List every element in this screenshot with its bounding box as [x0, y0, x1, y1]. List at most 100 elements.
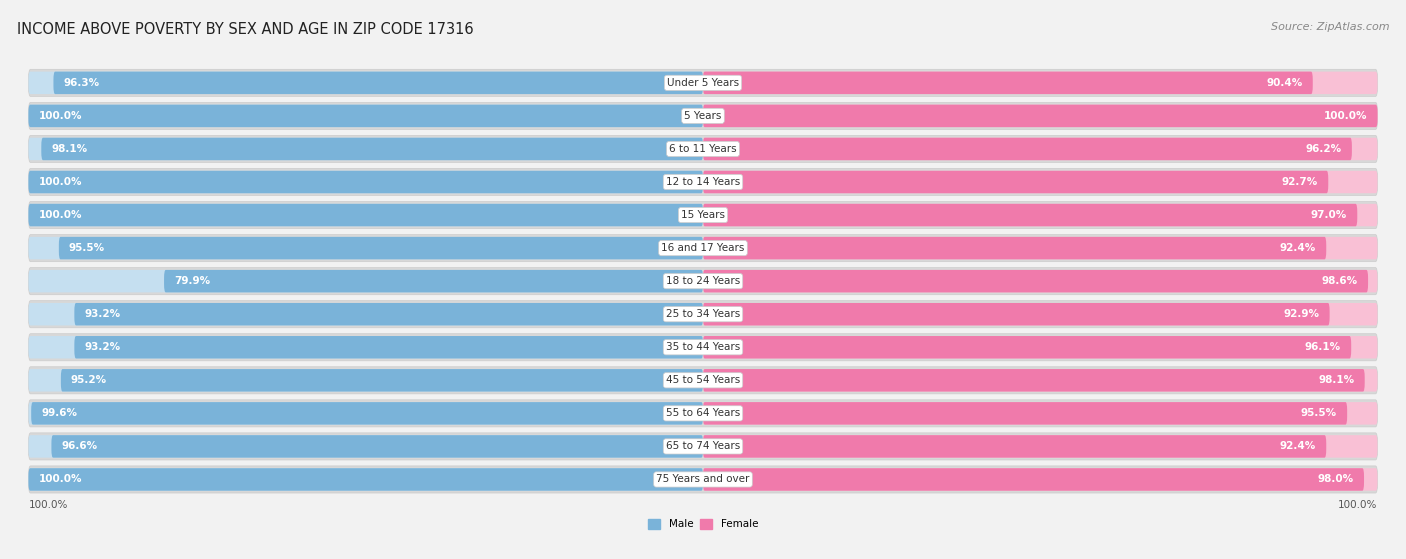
- FancyBboxPatch shape: [703, 270, 1378, 292]
- Text: 79.9%: 79.9%: [174, 276, 211, 286]
- FancyBboxPatch shape: [28, 433, 1378, 460]
- FancyBboxPatch shape: [703, 435, 1378, 458]
- FancyBboxPatch shape: [60, 369, 703, 391]
- FancyBboxPatch shape: [75, 336, 703, 358]
- FancyBboxPatch shape: [28, 168, 1378, 196]
- Text: Under 5 Years: Under 5 Years: [666, 78, 740, 88]
- FancyBboxPatch shape: [28, 105, 703, 127]
- FancyBboxPatch shape: [703, 369, 1365, 391]
- FancyBboxPatch shape: [28, 204, 703, 226]
- FancyBboxPatch shape: [28, 135, 1378, 163]
- Text: 100.0%: 100.0%: [38, 111, 82, 121]
- Text: 18 to 24 Years: 18 to 24 Years: [666, 276, 740, 286]
- FancyBboxPatch shape: [703, 303, 1330, 325]
- FancyBboxPatch shape: [703, 237, 1378, 259]
- FancyBboxPatch shape: [28, 367, 1378, 394]
- FancyBboxPatch shape: [28, 402, 703, 425]
- FancyBboxPatch shape: [53, 72, 703, 94]
- Text: 12 to 14 Years: 12 to 14 Years: [666, 177, 740, 187]
- Text: 6 to 11 Years: 6 to 11 Years: [669, 144, 737, 154]
- FancyBboxPatch shape: [703, 72, 1313, 94]
- Text: 98.1%: 98.1%: [1319, 375, 1354, 385]
- FancyBboxPatch shape: [28, 270, 703, 292]
- Text: 35 to 44 Years: 35 to 44 Years: [666, 342, 740, 352]
- FancyBboxPatch shape: [703, 369, 1378, 391]
- Text: 96.6%: 96.6%: [62, 442, 97, 452]
- FancyBboxPatch shape: [28, 268, 1378, 295]
- Text: 100.0%: 100.0%: [28, 500, 67, 510]
- FancyBboxPatch shape: [165, 270, 703, 292]
- Text: 75 Years and over: 75 Years and over: [657, 475, 749, 485]
- FancyBboxPatch shape: [28, 334, 1378, 361]
- Text: 16 and 17 Years: 16 and 17 Years: [661, 243, 745, 253]
- FancyBboxPatch shape: [28, 170, 703, 193]
- Text: 98.6%: 98.6%: [1322, 276, 1358, 286]
- Text: 90.4%: 90.4%: [1267, 78, 1302, 88]
- Text: 96.2%: 96.2%: [1306, 144, 1341, 154]
- Text: 100.0%: 100.0%: [1339, 500, 1378, 510]
- FancyBboxPatch shape: [28, 69, 1378, 96]
- Text: 97.0%: 97.0%: [1310, 210, 1347, 220]
- Text: 98.1%: 98.1%: [52, 144, 87, 154]
- Text: 15 Years: 15 Years: [681, 210, 725, 220]
- FancyBboxPatch shape: [703, 72, 1378, 94]
- Text: 92.4%: 92.4%: [1279, 243, 1316, 253]
- FancyBboxPatch shape: [28, 235, 1378, 262]
- FancyBboxPatch shape: [28, 468, 703, 491]
- FancyBboxPatch shape: [703, 170, 1329, 193]
- Text: 98.0%: 98.0%: [1317, 475, 1354, 485]
- FancyBboxPatch shape: [28, 72, 703, 94]
- Text: 92.7%: 92.7%: [1282, 177, 1319, 187]
- FancyBboxPatch shape: [703, 138, 1353, 160]
- Text: 25 to 34 Years: 25 to 34 Years: [666, 309, 740, 319]
- FancyBboxPatch shape: [28, 237, 703, 259]
- Text: 100.0%: 100.0%: [1324, 111, 1368, 121]
- FancyBboxPatch shape: [28, 301, 1378, 328]
- FancyBboxPatch shape: [703, 336, 1378, 358]
- FancyBboxPatch shape: [28, 102, 1378, 130]
- FancyBboxPatch shape: [28, 201, 1378, 229]
- FancyBboxPatch shape: [28, 336, 703, 358]
- Text: 93.2%: 93.2%: [84, 309, 121, 319]
- FancyBboxPatch shape: [28, 369, 703, 391]
- FancyBboxPatch shape: [28, 435, 703, 458]
- Text: Source: ZipAtlas.com: Source: ZipAtlas.com: [1271, 22, 1389, 32]
- Text: 95.2%: 95.2%: [70, 375, 107, 385]
- FancyBboxPatch shape: [703, 105, 1378, 127]
- Text: 99.6%: 99.6%: [41, 409, 77, 418]
- FancyBboxPatch shape: [703, 468, 1378, 491]
- FancyBboxPatch shape: [52, 435, 703, 458]
- FancyBboxPatch shape: [28, 138, 703, 160]
- Text: 93.2%: 93.2%: [84, 342, 121, 352]
- Text: 95.5%: 95.5%: [69, 243, 105, 253]
- Text: 92.4%: 92.4%: [1279, 442, 1316, 452]
- FancyBboxPatch shape: [703, 402, 1347, 425]
- Text: INCOME ABOVE POVERTY BY SEX AND AGE IN ZIP CODE 17316: INCOME ABOVE POVERTY BY SEX AND AGE IN Z…: [17, 22, 474, 37]
- Text: 100.0%: 100.0%: [38, 475, 82, 485]
- Text: 65 to 74 Years: 65 to 74 Years: [666, 442, 740, 452]
- Text: 100.0%: 100.0%: [38, 210, 82, 220]
- FancyBboxPatch shape: [703, 402, 1378, 425]
- FancyBboxPatch shape: [28, 466, 1378, 493]
- Legend: Male, Female: Male, Female: [644, 515, 762, 534]
- Text: 95.5%: 95.5%: [1301, 409, 1337, 418]
- FancyBboxPatch shape: [703, 138, 1378, 160]
- FancyBboxPatch shape: [28, 468, 703, 491]
- Text: 100.0%: 100.0%: [38, 177, 82, 187]
- FancyBboxPatch shape: [703, 435, 1326, 458]
- Text: 96.1%: 96.1%: [1305, 342, 1341, 352]
- FancyBboxPatch shape: [703, 105, 1378, 127]
- FancyBboxPatch shape: [703, 270, 1368, 292]
- FancyBboxPatch shape: [41, 138, 703, 160]
- Text: 5 Years: 5 Years: [685, 111, 721, 121]
- Text: 92.9%: 92.9%: [1284, 309, 1319, 319]
- FancyBboxPatch shape: [703, 336, 1351, 358]
- FancyBboxPatch shape: [28, 204, 703, 226]
- FancyBboxPatch shape: [59, 237, 703, 259]
- FancyBboxPatch shape: [703, 303, 1378, 325]
- FancyBboxPatch shape: [703, 170, 1378, 193]
- FancyBboxPatch shape: [31, 402, 703, 425]
- FancyBboxPatch shape: [28, 303, 703, 325]
- FancyBboxPatch shape: [703, 204, 1357, 226]
- Text: 45 to 54 Years: 45 to 54 Years: [666, 375, 740, 385]
